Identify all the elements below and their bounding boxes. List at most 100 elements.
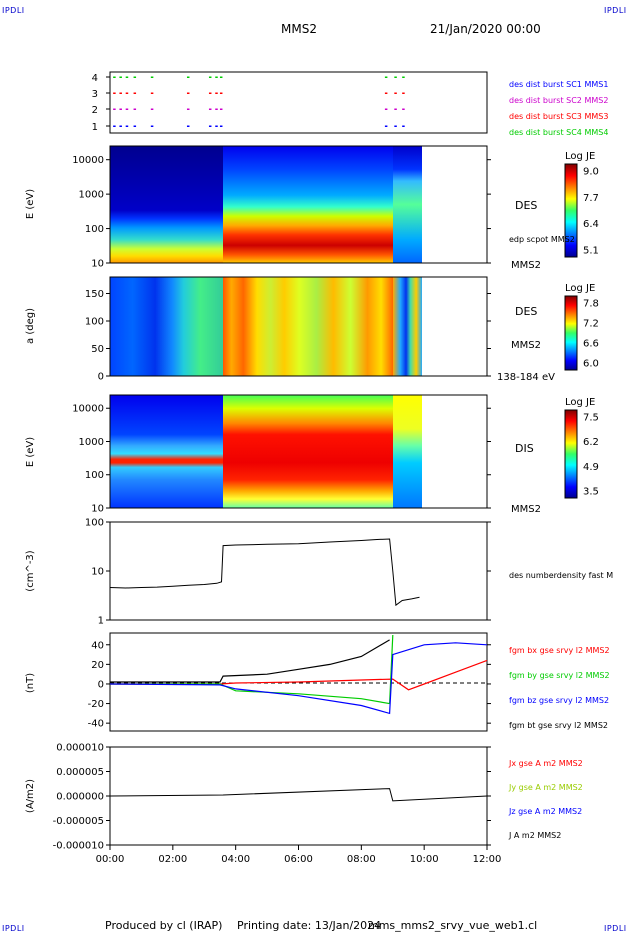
colorbar-tick-label: 9.0 bbox=[583, 167, 599, 178]
burst-panel-frame bbox=[109, 71, 488, 134]
current-tick-label: -0.000010 bbox=[53, 841, 104, 852]
y-axis-label: E (eV) bbox=[25, 189, 36, 219]
colorbar-tick-label: 7.8 bbox=[583, 299, 599, 310]
dis-sc-label: MMS2 bbox=[511, 504, 541, 515]
bfield-tick-label: 20 bbox=[91, 660, 104, 671]
des-energy-region-2 bbox=[223, 146, 393, 263]
colorbar-tick-label: 6.6 bbox=[583, 339, 599, 350]
des-pa-sc-label: MMS2 bbox=[511, 340, 541, 351]
current-tick-label: -0.000005 bbox=[53, 816, 104, 827]
burst-ytick-label: 4 bbox=[92, 73, 98, 84]
des-sc-label: MMS2 bbox=[511, 260, 541, 271]
burst-ytick-label: 3 bbox=[92, 89, 98, 100]
burst-mark bbox=[402, 125, 405, 127]
dis-energy-yticks: 10000 1000 100 10 bbox=[72, 404, 491, 515]
burst-legend-entry: des dist burst SC3 MMS3 bbox=[509, 112, 608, 121]
density-tick-label: 100 bbox=[85, 518, 104, 529]
des-pa-label: DES bbox=[515, 305, 537, 318]
bfield-panel: 40 20 0 -20 -40 bbox=[88, 632, 491, 732]
burst-mark bbox=[215, 76, 218, 78]
burst-legend-entry: des dist burst SC4 MMS4 bbox=[509, 128, 608, 137]
current-tick-label: 0.000010 bbox=[56, 743, 104, 754]
dis-energy-region-3 bbox=[393, 395, 422, 508]
corner-label-top-right: IPDLI bbox=[604, 6, 627, 15]
dis-energy-tick-label: 10 bbox=[91, 504, 104, 515]
colorbar-tick-label: 6.0 bbox=[583, 359, 599, 370]
burst-legend: des dist burst SC1 MMS1 des dist burst SC… bbox=[509, 80, 608, 137]
bfield-lines bbox=[109, 634, 488, 715]
current-tick-label: 0.000005 bbox=[56, 767, 104, 778]
burst-mark bbox=[125, 76, 129, 78]
bfield-legend-entry: fgm by gse srvy l2 MMS2 bbox=[509, 671, 610, 680]
burst-mark bbox=[119, 76, 122, 78]
current-legend-entry: Jz gse A m2 MMS2 bbox=[508, 807, 582, 816]
burst-mark bbox=[402, 92, 405, 94]
footer-printing-date: Printing date: 13/Jan/2024 bbox=[237, 919, 382, 932]
current-lines bbox=[109, 788, 488, 802]
des-energy-tick-label: 10000 bbox=[72, 155, 104, 166]
burst-ytick-label: 2 bbox=[92, 105, 98, 116]
burst-mark bbox=[219, 108, 223, 110]
colorbars: Log JE 9.0 7.7 6.4 5.1 Log JE 7.8 7.2 6.6 6.0 Log … bbox=[564, 151, 599, 499]
time-tick-label: 02:00 bbox=[158, 854, 187, 865]
des-energy-tick-label: 10 bbox=[91, 259, 104, 270]
burst-mark bbox=[384, 108, 388, 110]
burst-mark bbox=[186, 92, 190, 94]
burst-mark bbox=[219, 125, 223, 127]
colorbar-title: Log JE bbox=[565, 151, 595, 162]
bfield-tick-label: 40 bbox=[91, 640, 104, 651]
colorbar-title: Log JE bbox=[565, 283, 595, 294]
bfield-legend-entry: fgm bt gse srvy l2 MMS2 bbox=[509, 721, 608, 730]
burst-mark bbox=[394, 76, 397, 78]
density-tick-label: 1 bbox=[98, 616, 104, 627]
time-tick-label: 04:00 bbox=[221, 854, 250, 865]
des-pa-frame bbox=[109, 276, 488, 377]
burst-mark bbox=[208, 92, 212, 94]
time-tick-label: 06:00 bbox=[284, 854, 313, 865]
burst-mark bbox=[186, 125, 190, 127]
burst-mark bbox=[384, 92, 388, 94]
dis-energy-tick-label: 100 bbox=[85, 470, 104, 481]
burst-mark bbox=[133, 125, 137, 127]
burst-mark bbox=[402, 108, 405, 110]
colorbar-tick-label: 6.2 bbox=[583, 437, 599, 448]
des-energy-panel: 10000 1000 100 10 bbox=[72, 145, 491, 270]
des-pa-region-1 bbox=[110, 277, 223, 376]
y-axis-label: E (eV) bbox=[25, 437, 36, 467]
burst-mark bbox=[208, 76, 212, 78]
y-axis-labels: E (eV) a (deg) E (eV) (cm^-3) (nT) (A/m2) bbox=[25, 189, 36, 813]
current-tick-label: 0.000000 bbox=[56, 792, 104, 803]
density-tick-label: 10 bbox=[91, 567, 104, 578]
burst-mark bbox=[394, 125, 397, 127]
bfield-legend-entry: fgm bz gse srvy l2 MMS2 bbox=[509, 696, 609, 705]
bfield-tick-label: 0 bbox=[98, 679, 104, 690]
side-labels: fgm bx gse srvy l2 MMS2 fgm by gse srvy l… bbox=[497, 199, 613, 840]
energy-range-label: 138-184 eV bbox=[497, 372, 555, 383]
des-pa-yticks: 150 100 50 0 bbox=[85, 289, 491, 383]
des-pa-panel: 150 100 50 0 bbox=[85, 276, 491, 383]
corner-label-bottom-left: IPDLI bbox=[2, 924, 25, 933]
bfield-tick-label: -20 bbox=[88, 699, 104, 710]
burst-mark bbox=[113, 125, 116, 127]
burst-mark bbox=[119, 125, 122, 127]
burst-mark bbox=[150, 92, 154, 94]
colorbar-tick-label: 7.5 bbox=[583, 413, 599, 424]
dis-label: DIS bbox=[515, 442, 534, 455]
burst-mark bbox=[150, 76, 154, 78]
dis-energy-tick-label: 1000 bbox=[79, 437, 104, 448]
burst-mark bbox=[208, 108, 212, 110]
burst-ytick-label: 1 bbox=[92, 122, 98, 133]
density-legend-entry: des numberdensity fast M bbox=[509, 571, 613, 580]
burst-mark bbox=[394, 108, 397, 110]
dis-energy-region-1 bbox=[110, 395, 223, 508]
footer-produced: Produced by cl (IRAP) bbox=[105, 919, 223, 932]
des-energy-frame bbox=[109, 145, 488, 264]
burst-mark bbox=[215, 125, 218, 127]
burst-mark bbox=[208, 125, 212, 127]
des-pa-region-2 bbox=[223, 277, 393, 376]
burst-mark bbox=[113, 76, 116, 78]
des-energy-yticks: 10000 1000 100 10 bbox=[72, 155, 491, 270]
des-pa-tick-label: 100 bbox=[85, 317, 104, 328]
bfield-yticks: 40 20 0 -20 -40 bbox=[88, 640, 491, 730]
current-frame bbox=[109, 746, 488, 846]
